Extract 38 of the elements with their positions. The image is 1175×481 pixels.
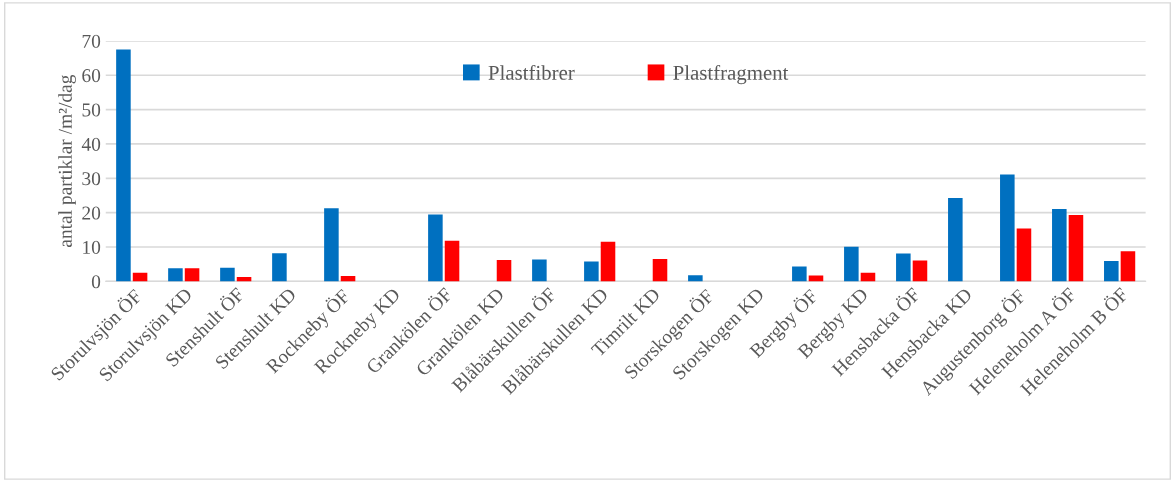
bar xyxy=(116,49,131,282)
y-tick-label: 0 xyxy=(91,275,101,289)
bar xyxy=(324,208,339,282)
y-tick-label: 20 xyxy=(82,206,101,220)
bar xyxy=(792,266,807,282)
bar xyxy=(496,260,512,282)
bar xyxy=(1052,208,1067,282)
bar xyxy=(1016,228,1032,282)
bar xyxy=(184,268,200,282)
bar xyxy=(584,261,599,282)
y-tick-label: 10 xyxy=(83,240,101,254)
bar xyxy=(688,275,703,282)
y-tick-label: 40 xyxy=(81,137,101,151)
y-tick-label: 70 xyxy=(82,34,101,48)
bar xyxy=(168,268,183,282)
legend-label: Plastfibrer xyxy=(488,64,575,80)
bar xyxy=(912,260,928,282)
bar xyxy=(896,253,911,282)
bar xyxy=(444,240,460,282)
bar xyxy=(428,214,443,282)
bar xyxy=(272,253,287,282)
bar xyxy=(1068,215,1084,282)
bar xyxy=(948,197,963,282)
legend-label: Plastfragment xyxy=(673,64,789,85)
y-tick-label: 50 xyxy=(82,103,101,117)
bar xyxy=(1120,251,1136,282)
bar xyxy=(532,259,547,282)
bar xyxy=(600,241,616,282)
bar xyxy=(844,246,859,282)
bar xyxy=(1104,261,1119,282)
y-tick-label: 30 xyxy=(82,172,101,186)
y-axis-title: antal partiklar /m²/dag xyxy=(58,74,76,248)
bar xyxy=(220,267,235,282)
bar xyxy=(652,259,668,282)
bar xyxy=(1000,174,1015,282)
y-tick-label: 60 xyxy=(82,69,101,83)
bar xyxy=(860,272,876,282)
bar xyxy=(132,272,148,282)
